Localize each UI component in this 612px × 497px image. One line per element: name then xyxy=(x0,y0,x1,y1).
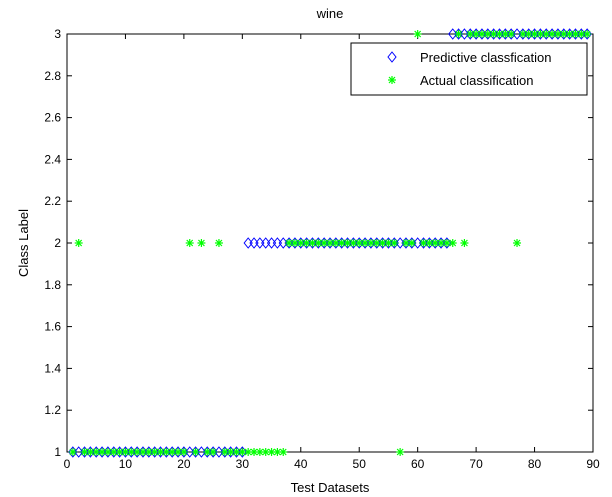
actual-point xyxy=(390,239,399,247)
actual-point xyxy=(68,448,77,456)
actual-point xyxy=(320,239,329,247)
y-tick-label: 2.2 xyxy=(44,194,61,208)
actual-point xyxy=(197,239,206,247)
x-tick-label: 30 xyxy=(236,457,250,471)
x-tick-label: 90 xyxy=(586,457,600,471)
actual-point xyxy=(133,448,142,456)
actual-point xyxy=(168,448,177,456)
legend-box xyxy=(350,42,588,96)
actual-point xyxy=(285,239,294,247)
actual-point xyxy=(185,239,194,247)
legend-marker-actual xyxy=(388,76,396,84)
actual-point xyxy=(74,239,83,247)
actual-point xyxy=(302,239,311,247)
actual-point xyxy=(92,448,101,456)
actual-point xyxy=(80,448,89,456)
actual-point xyxy=(489,30,498,38)
predictive-point xyxy=(442,237,452,249)
actual-point xyxy=(273,448,282,456)
y-tick-label: 2.4 xyxy=(44,152,61,166)
y-tick-label: 2.8 xyxy=(44,69,61,83)
actual-point xyxy=(396,448,405,456)
y-tick-label: 1 xyxy=(54,445,61,459)
x-tick-label: 0 xyxy=(64,457,71,471)
predictive-point xyxy=(582,28,592,40)
actual-point xyxy=(209,448,218,456)
actual-point xyxy=(477,30,486,38)
x-tick-label: 20 xyxy=(177,457,191,471)
actual-point xyxy=(583,30,592,38)
actual-point xyxy=(103,448,112,456)
y-tick-label: 1.2 xyxy=(44,403,61,417)
legend: Predictive classfication Actual classifi… xyxy=(350,42,588,96)
y-tick-label: 2.6 xyxy=(44,111,61,125)
x-tick-label: 50 xyxy=(353,457,367,471)
actual-point xyxy=(279,448,288,456)
data-marks xyxy=(68,28,592,458)
x-tick-label: 80 xyxy=(528,457,542,471)
actual-point xyxy=(366,239,375,247)
actual-point xyxy=(460,239,469,247)
actual-point xyxy=(98,448,107,456)
y-tick-label: 1.4 xyxy=(44,361,61,375)
y-tick-label: 1.8 xyxy=(44,278,61,292)
x-axis-label: Test Datasets xyxy=(291,480,370,495)
actual-point xyxy=(454,30,463,38)
actual-point xyxy=(507,30,516,38)
legend-label-actual: Actual classification xyxy=(420,73,533,88)
predictive-point xyxy=(237,446,247,458)
y-axis-label: Class Label xyxy=(16,209,31,277)
actual-point xyxy=(179,448,188,456)
y-tick-label: 2 xyxy=(54,236,61,250)
x-tick-label: 70 xyxy=(469,457,483,471)
y-tick-label: 1.6 xyxy=(44,320,61,334)
x-tick-label: 60 xyxy=(411,457,425,471)
actual-point xyxy=(448,239,457,247)
legend-label-predictive: Predictive classfication xyxy=(420,50,552,65)
actual-point xyxy=(466,30,475,38)
actual-point xyxy=(314,239,323,247)
actual-point xyxy=(407,239,416,247)
x-tick-label: 10 xyxy=(119,457,133,471)
actual-point xyxy=(372,239,381,247)
x-tick-label: 40 xyxy=(294,457,308,471)
actual-point xyxy=(214,239,223,247)
actual-point xyxy=(437,239,446,247)
axis-ticks: 0 10 20 30 40 50 60 70 80 90 1 1.2 1.4 1.6 1.8 2 2.2 2.4 2… xyxy=(44,27,600,471)
legend-marker-predictive xyxy=(387,51,397,63)
actual-point xyxy=(553,30,562,38)
y-tick-label: 3 xyxy=(54,27,61,41)
legend-markers xyxy=(387,51,397,84)
actual-point xyxy=(513,239,522,247)
actual-point xyxy=(413,30,422,38)
chart-title: wine xyxy=(316,6,344,21)
actual-point xyxy=(191,448,200,456)
